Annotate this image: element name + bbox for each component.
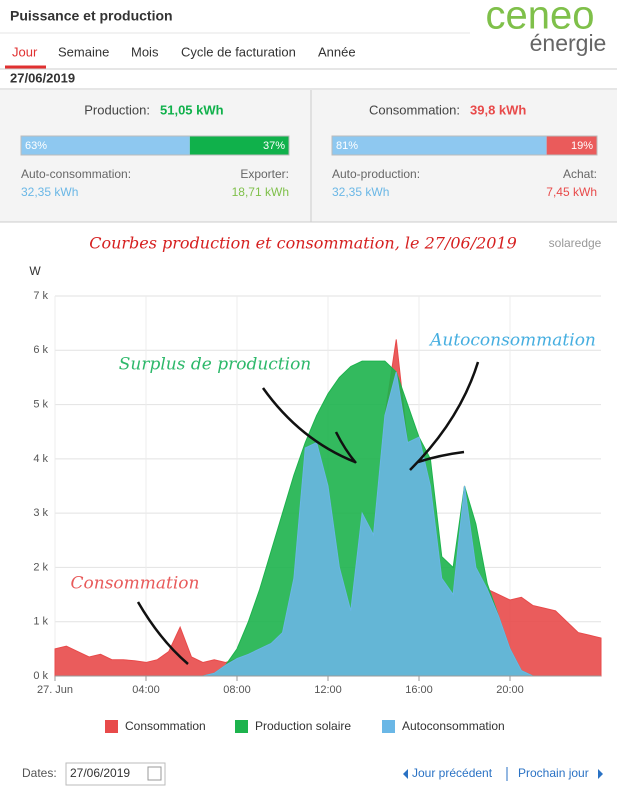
panel-total: 51,05 kWh [160, 102, 224, 117]
date-input[interactable] [65, 762, 166, 786]
y-tick-label: 4 k [33, 453, 48, 465]
page-title: Puissance et production [10, 8, 173, 24]
ratio-label: 19% [571, 140, 593, 152]
x-tick-label: 27. Jun [37, 684, 73, 696]
y-tick-label: 3 k [33, 507, 48, 519]
y-tick-label: 6 k [33, 344, 48, 356]
panel-label: Production: [84, 102, 150, 117]
tab[interactable]: Semaine [58, 44, 109, 59]
stat-value: 32,35 kWh [21, 185, 78, 199]
ratio-bar [21, 136, 190, 155]
ratio-bar [546, 136, 597, 155]
tab[interactable]: Cycle de facturation [181, 44, 296, 59]
ratio-label: 63% [25, 140, 47, 152]
brand: solaredge [549, 236, 602, 250]
legend-label: Autoconsommation [402, 719, 505, 733]
stat-value: 18,71 kWh [232, 185, 289, 199]
summary-panel [0, 90, 617, 222]
ratio-label: 37% [263, 140, 285, 152]
y-tick-label: 7 k [33, 290, 48, 302]
tab[interactable]: Jour [12, 44, 38, 59]
tab[interactable]: Année [318, 44, 356, 59]
chart-title: Courbes production et consommation, le 2… [89, 234, 517, 253]
stat-value: 7,45 kWh [546, 185, 597, 199]
ratio-bar [332, 136, 547, 155]
ratio-frame [331, 135, 598, 156]
next-arrow[interactable] [598, 769, 603, 779]
stat-label: Auto-production: [332, 167, 420, 181]
x-tick-label: 08:00 [223, 684, 251, 696]
arrow [261, 387, 356, 464]
x-tick-label: 04:00 [132, 684, 160, 696]
x-tick-label: 20:00 [496, 684, 524, 696]
ratio-frame [20, 135, 290, 156]
legend-swatch [105, 720, 118, 733]
arrow [417, 450, 465, 464]
y-axis-title: W [29, 264, 41, 278]
annotation: Autoconsommation [428, 331, 596, 351]
annotation: Surplus de production [119, 355, 312, 375]
annotation: Consommation [71, 574, 200, 594]
legend-swatch [235, 720, 248, 733]
logo: ceneo [486, 0, 595, 38]
prev-link[interactable]: Jour précédent [412, 766, 493, 780]
y-tick-label: 2 k [33, 561, 48, 573]
x-tick-label: 16:00 [405, 684, 433, 696]
y-tick-label: 5 k [33, 398, 48, 410]
prev-arrow[interactable] [403, 769, 408, 779]
arrow [334, 431, 357, 464]
date-input-value[interactable]: 27/06/2019 [70, 766, 130, 780]
stat-label: Auto-consommation: [21, 167, 131, 181]
y-tick-label: 0 k [33, 670, 48, 682]
legend-label: Production solaire [255, 719, 351, 733]
stat-label: Exporter: [240, 167, 289, 181]
stat-value: 32,35 kWh [332, 185, 389, 199]
tab[interactable]: Mois [131, 44, 159, 59]
date: 27/06/2019 [10, 70, 75, 85]
arrow [409, 361, 480, 471]
panel-total: 39,8 kWh [470, 102, 526, 117]
panel-label: Consommation: [369, 102, 460, 117]
stat-label: Achat: [563, 167, 597, 181]
legend-label: Consommation [125, 719, 206, 733]
ratio-label: 81% [336, 140, 358, 152]
arrow [136, 601, 189, 665]
legend-swatch [382, 720, 395, 733]
next-link[interactable]: Prochain jour [518, 766, 589, 780]
dates-label: Dates: [22, 766, 57, 780]
y-tick-label: 1 k [33, 616, 48, 628]
calendar-icon[interactable] [147, 766, 162, 781]
logo: énergie [530, 30, 607, 56]
ratio-bar [189, 136, 289, 155]
x-tick-label: 12:00 [314, 684, 342, 696]
